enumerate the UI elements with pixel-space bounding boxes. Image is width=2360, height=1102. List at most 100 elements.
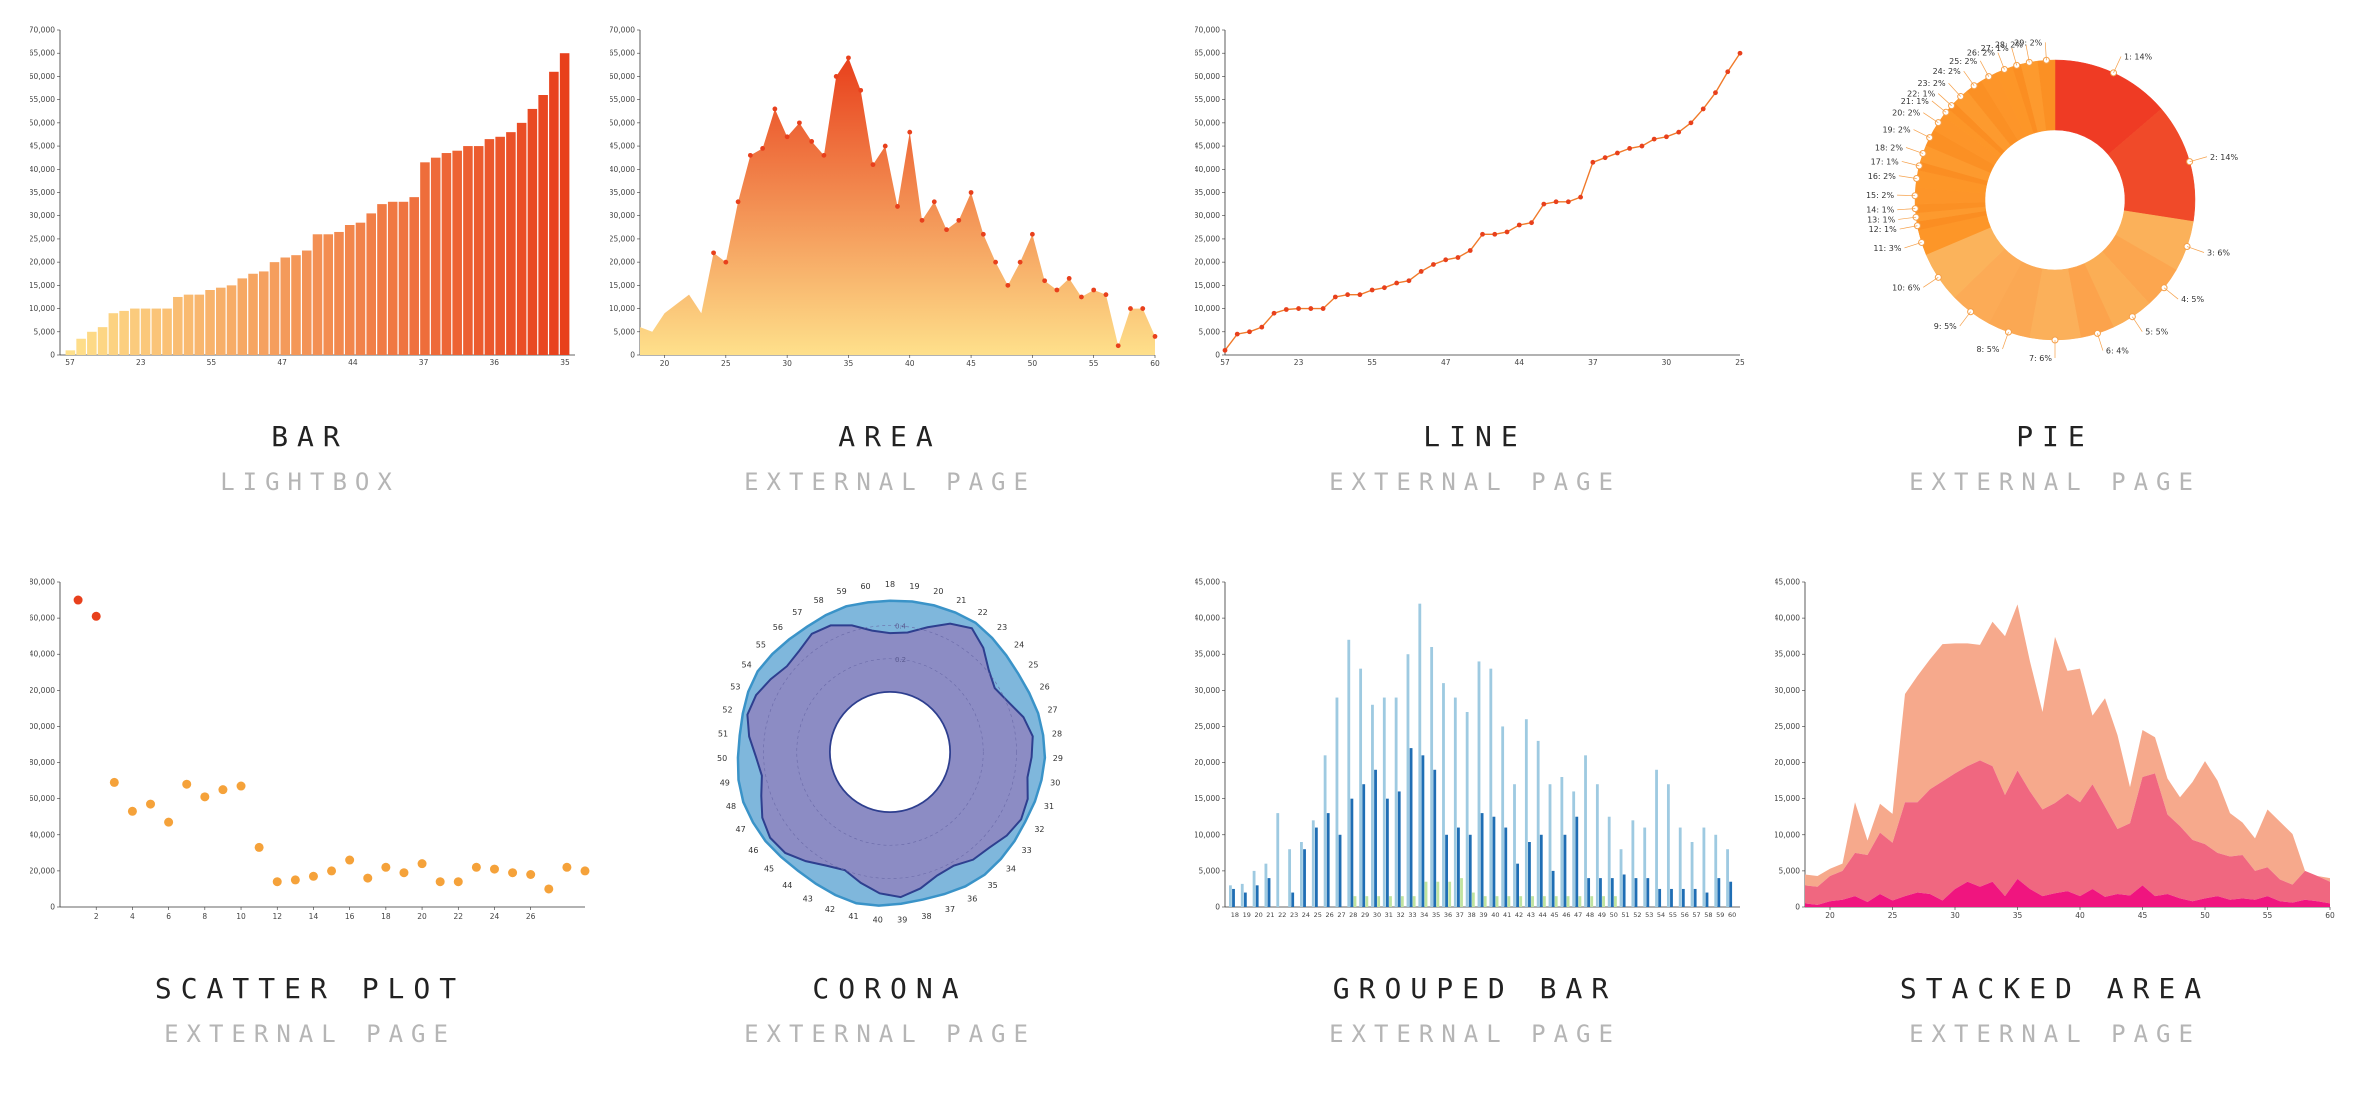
bar [1655, 769, 1658, 907]
bar [1406, 654, 1410, 907]
card-link-external-page[interactable]: EXTERNAL PAGE [1329, 1020, 1621, 1048]
y-tick-label: 25,000 [1775, 722, 1800, 731]
data-point [1651, 136, 1657, 142]
data-point [772, 106, 778, 112]
slice-label: 28: 2% [1995, 41, 2024, 50]
bar [1634, 878, 1638, 907]
data-point [218, 785, 228, 795]
y-tick-label: 40,000 [610, 165, 635, 174]
card-link-external-page[interactable]: EXTERNAL PAGE [164, 1020, 456, 1048]
bar [516, 122, 527, 355]
card-link-lightbox[interactable]: LIGHTBOX [220, 468, 400, 496]
bar [1489, 668, 1493, 907]
bar [1232, 888, 1235, 907]
bar [97, 327, 108, 355]
y-tick-label: 45,000 [30, 142, 55, 151]
data-point [526, 870, 536, 879]
bar [1371, 704, 1374, 907]
area-chart-card: 0 5,000 10,000 15,000 20,000 25,000 30,000 35,0… [610, 20, 1170, 550]
x-tick-label: 59 [1716, 911, 1724, 919]
data-point [1516, 222, 1522, 228]
bar [1394, 697, 1398, 907]
x-tick-label: 48 [1586, 911, 1594, 919]
data-point [1676, 129, 1682, 135]
data-point [254, 842, 264, 852]
card-link-external-page[interactable]: EXTERNAL PAGE [1329, 468, 1621, 496]
bar [183, 294, 194, 355]
x-tick-label: 46 [1562, 911, 1570, 919]
area-chart: 0 5,000 10,000 15,000 20,000 25,000 30,000 35,0… [610, 26, 1160, 369]
corona-chart-card: 0.4 0.2 18 19 20 21 22 23 24 25 26 27 28 29 30 31 32 33 34… [610, 572, 1170, 1102]
bar [387, 201, 398, 355]
x-tick-label: 18 [381, 912, 391, 921]
x-tick-label: 40 [1491, 911, 1499, 919]
y-tick-label: 50,000 [1195, 118, 1220, 127]
y-tick-label: 10,000 [610, 304, 635, 313]
card-link-external-page[interactable]: EXTERNAL PAGE [1909, 1020, 2201, 1048]
data-point [1431, 262, 1436, 267]
x-tick-label: 6 [166, 912, 171, 921]
data-point [489, 864, 499, 874]
label-leader [1898, 175, 1917, 179]
axis-label: 30 [1050, 779, 1060, 788]
data-point [1079, 294, 1084, 300]
slice-label: 7: 6% [2029, 354, 2052, 363]
y-tick-label: 30,000 [1775, 686, 1800, 695]
x-tick-label: 49 [1598, 911, 1606, 919]
grid-ring [796, 658, 984, 846]
label-leader [1923, 277, 1939, 288]
bar [1264, 863, 1268, 907]
card-link-external-page[interactable]: EXTERNAL PAGE [744, 1020, 1036, 1048]
axis-label: 40 [873, 916, 883, 925]
slice-label: 1: 14% [2124, 52, 2153, 61]
data-point [1614, 150, 1620, 156]
bar [269, 262, 280, 355]
data-point [1283, 307, 1289, 312]
data-point [1234, 331, 1240, 337]
bar [484, 139, 495, 355]
x-tick-label: 2 [94, 912, 99, 921]
y-tick-label: 30,000 [610, 211, 635, 220]
y-tick-label: 35,000 [1195, 188, 1220, 197]
bar [1453, 697, 1457, 907]
label-leader [2002, 331, 2009, 350]
y-tick-label: 0 [1215, 351, 1220, 360]
y-tick-label: 10,000 [1195, 830, 1220, 839]
bar [1311, 820, 1315, 907]
card-link-external-page[interactable]: EXTERNAL PAGE [1909, 468, 2201, 496]
data-point [1029, 231, 1035, 237]
y-tick-label: 70,000 [1195, 26, 1220, 35]
data-point [1005, 282, 1011, 288]
x-tick-label: 55 [1669, 911, 1677, 919]
ring-label: 0.2 [895, 656, 906, 664]
grid-ring [763, 625, 1017, 879]
bar [1255, 885, 1259, 907]
bar [1448, 881, 1452, 907]
x-tick-label: 12 [272, 912, 282, 921]
data-point [1565, 199, 1571, 205]
y-tick-label: 20,000 [610, 258, 635, 267]
bar [549, 71, 559, 356]
data-point [164, 817, 174, 827]
bar [119, 310, 129, 355]
axis-label: 21 [956, 596, 966, 605]
bar [1613, 896, 1617, 907]
x-tick-label: 36 [1444, 911, 1452, 919]
y-tick-label: 45,000 [1195, 578, 1220, 587]
data-point [1128, 306, 1133, 311]
bar [1389, 896, 1392, 907]
data-point [711, 250, 716, 256]
axis-label: 23 [997, 623, 1007, 632]
bar [151, 308, 162, 355]
x-tick-label: 29 [1361, 911, 1369, 919]
card-link-external-page[interactable]: EXTERNAL PAGE [744, 468, 1036, 496]
label-leader [1948, 83, 1961, 97]
x-tick-label: 44 [1515, 358, 1525, 367]
bar [76, 338, 86, 355]
data-point [1443, 257, 1449, 263]
y-tick-label: 0 [1795, 903, 1800, 912]
axis-label: 34 [1006, 865, 1016, 874]
bar [1492, 816, 1496, 907]
axis-label: 50 [717, 754, 727, 763]
bar [291, 255, 301, 355]
